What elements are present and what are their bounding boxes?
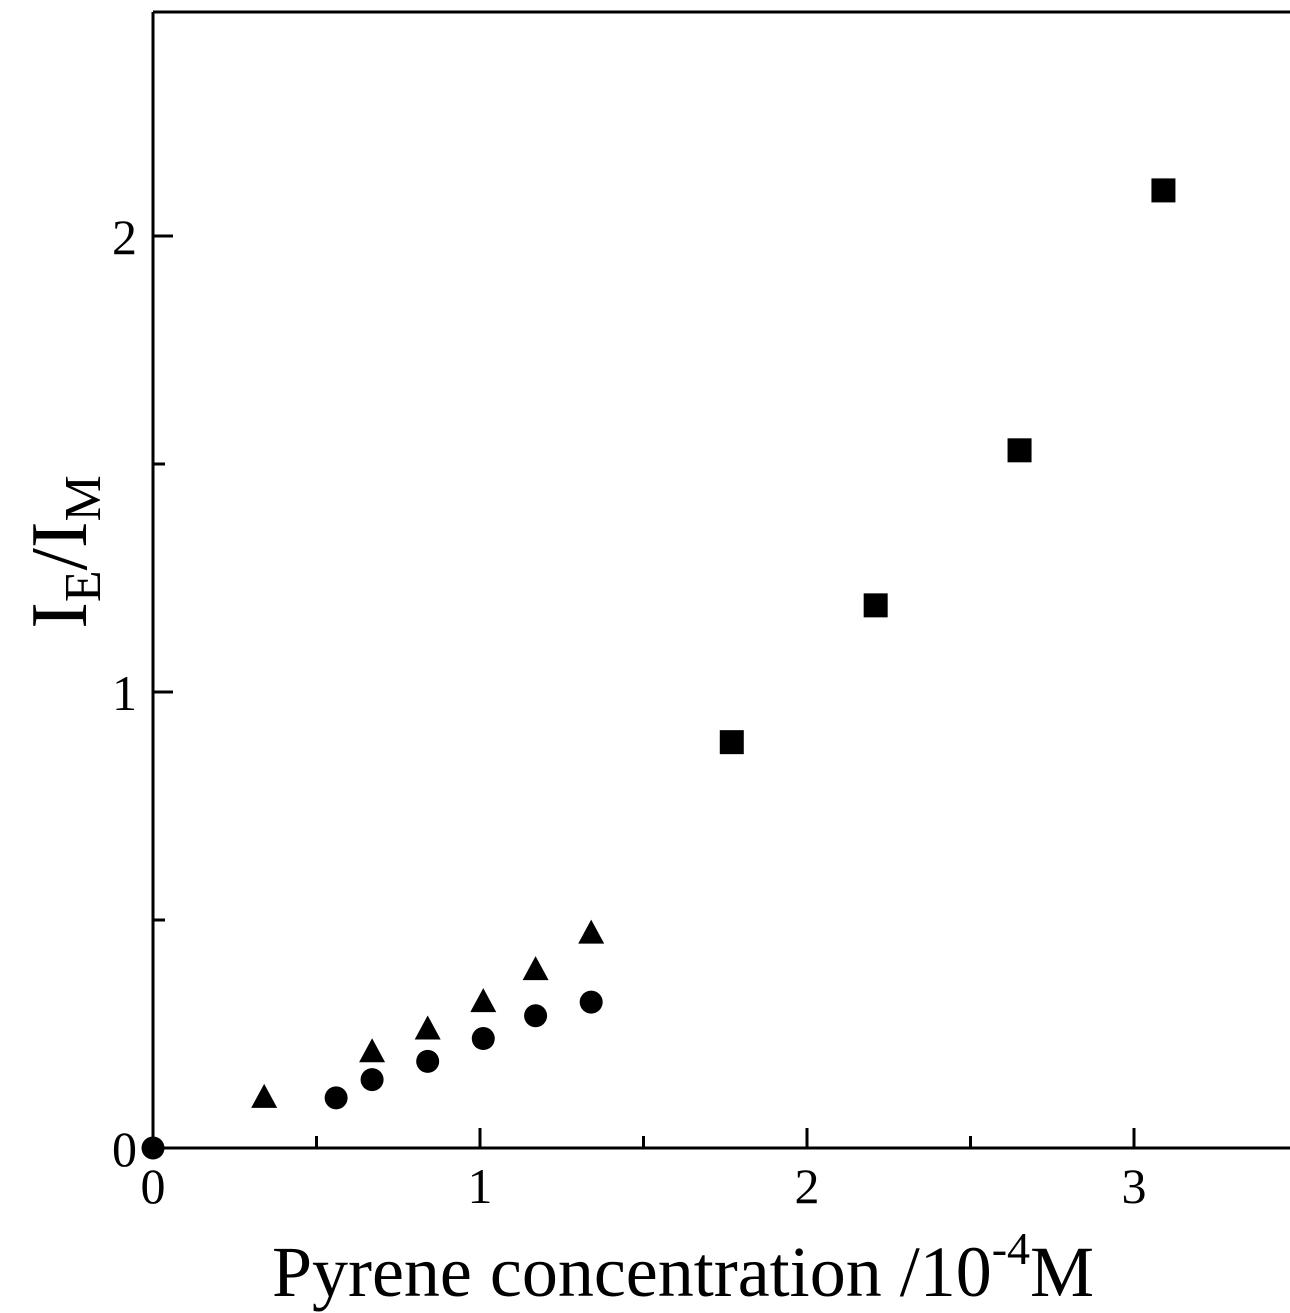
- data-point-square: [1007, 438, 1032, 463]
- x-axis-title-unit: M: [1030, 1232, 1094, 1312]
- x-axis-title-main: Pyrene concentration /10: [272, 1232, 992, 1312]
- data-point-triangle: [522, 956, 549, 981]
- data-point-circle: [524, 1004, 548, 1028]
- data-point-circle: [141, 1136, 165, 1160]
- y-axis-title-i2: I: [16, 521, 104, 548]
- data-point-triangle: [470, 988, 497, 1013]
- data-point-circle: [471, 1027, 495, 1051]
- x-tick-label: 0: [141, 1158, 166, 1214]
- x-tick-label: 1: [468, 1158, 493, 1214]
- data-point-circle: [360, 1068, 384, 1092]
- data-point-triangle: [359, 1038, 386, 1063]
- data-point-square: [863, 593, 888, 618]
- ticks: 0 1 2 3 0 1 2: [112, 209, 1147, 1214]
- x-tick-label: 2: [795, 1158, 820, 1214]
- y-axis-title: IE/IM: [16, 475, 112, 629]
- data-point-circle: [416, 1049, 440, 1073]
- x-axis-title-exponent: -4: [992, 1223, 1030, 1274]
- axes: [151, 10, 1290, 1150]
- data-point-triangle: [414, 1015, 441, 1040]
- x-tick-label: 3: [1122, 1158, 1147, 1214]
- data-point-square: [719, 730, 744, 755]
- y-tick-label: 1: [112, 665, 137, 721]
- y-tick-label: 0: [112, 1121, 137, 1177]
- x-axis-title: Pyrene concentration /10-4M: [272, 1223, 1094, 1312]
- data-point-circle: [579, 990, 603, 1014]
- y-axis-title-slash: /: [16, 547, 104, 570]
- data-point-triangle: [578, 919, 605, 944]
- y-axis-title-sub-m: M: [55, 475, 112, 521]
- y-axis-title-sub-e: E: [55, 570, 112, 602]
- data-point-circle: [324, 1086, 348, 1110]
- y-axis-title-i: I: [16, 602, 104, 629]
- y-tick-label: 2: [112, 209, 137, 265]
- data-points: [141, 178, 1176, 1160]
- data-point-square: [1151, 178, 1176, 203]
- data-point-triangle: [251, 1083, 278, 1108]
